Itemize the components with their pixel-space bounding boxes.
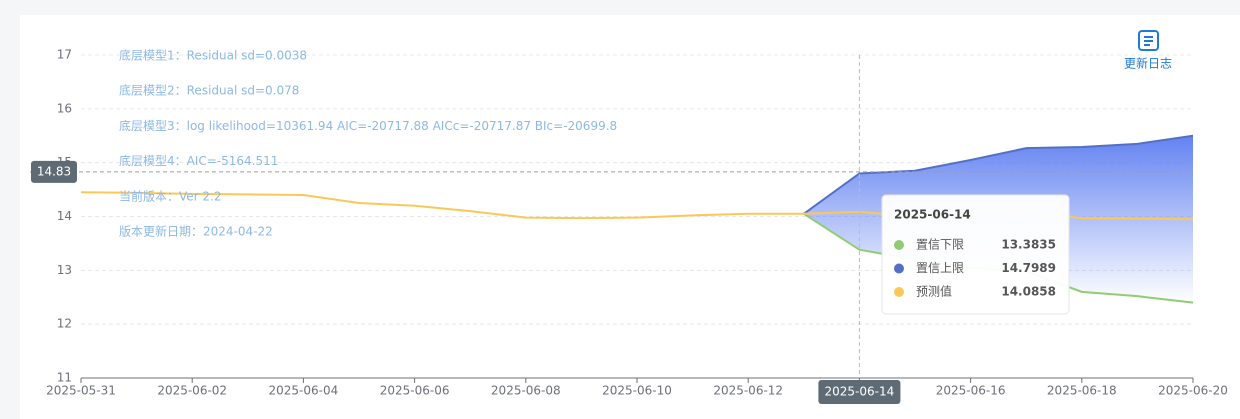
tooltip-series-name: 预测值 — [916, 284, 952, 299]
tooltip-title: 2025-06-14 — [894, 208, 971, 222]
annotation: 底层模型2：Residual sd=0.078 — [119, 83, 299, 98]
annotation: 版本更新日期：2024-04-22 — [119, 224, 273, 239]
y-tick-label: 12 — [57, 317, 72, 331]
tooltip: 2025-06-14 置信下限 13.3835 置信上限 14.7989 预测值 14.08… — [881, 194, 1070, 315]
x-tick-label: 2025-05-31 — [46, 384, 116, 398]
tooltip-value: 14.7989 — [1001, 261, 1056, 275]
tooltip-marker — [894, 287, 904, 297]
y-tick-label: 11 — [57, 371, 72, 385]
crosshair-x-label-bg — [818, 380, 901, 404]
tooltip-marker — [894, 263, 904, 274]
annotation: 当前版本：Ver 2.2 — [119, 188, 222, 203]
x-tick-label: 2025-06-16 — [936, 384, 1006, 398]
update-log-button[interactable]: 更新日志 — [1124, 30, 1172, 71]
button-label[interactable]: 更新日志 — [1124, 56, 1172, 71]
crosshair-y-label: 14.83 — [37, 164, 71, 178]
tooltip-value: 13.3835 — [1001, 238, 1056, 252]
crosshair-x-label: 2025-06-14 — [825, 385, 895, 399]
y-tick-label: 14 — [57, 209, 72, 223]
x-tick-label: 2025-06-08 — [491, 384, 561, 398]
x-tick-label: 2025-06-12 — [713, 384, 783, 398]
x-tick-label: 2025-06-18 — [1047, 384, 1117, 398]
x-tick-label: 2025-06-06 — [380, 384, 450, 398]
tooltip-value: 14.0858 — [1001, 285, 1056, 299]
button-icon — [1138, 30, 1159, 51]
annotation: 底层模型3：log likelihood=10361.94 AIC=-20717… — [119, 118, 617, 133]
y-tick-label: 16 — [57, 101, 72, 115]
tooltip-series-name: 置信下限 — [916, 238, 964, 252]
annotation: 底层模型4：AIC=-5164.511 — [119, 153, 278, 168]
tooltip-box — [881, 194, 1070, 315]
annotation: 底层模型1：Residual sd=0.0038 — [119, 48, 307, 63]
y-tick-label: 17 — [57, 48, 72, 62]
series-line — [803, 134, 1194, 215]
x-tick-label: 2025-06-02 — [157, 384, 227, 398]
x-tick-label: 2025-06-10 — [602, 384, 672, 398]
crosshair-y-label-bg — [31, 160, 77, 183]
x-tick-label: 2025-06-20 — [1158, 384, 1228, 398]
tooltip-series-name: 置信上限 — [916, 261, 964, 275]
x-tick-label: 2025-06-04 — [269, 384, 339, 398]
tooltip-marker — [894, 240, 904, 250]
y-tick-label: 13 — [57, 263, 72, 277]
